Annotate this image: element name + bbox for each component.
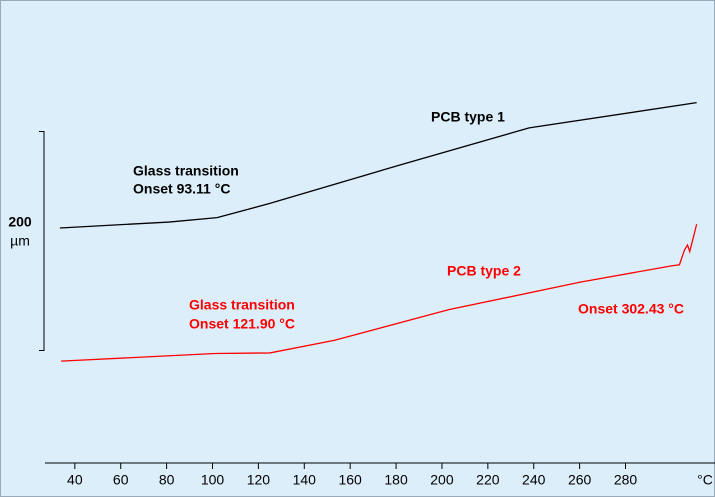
x-tick-label: 40 bbox=[67, 472, 83, 488]
series-label: PCB type 1 bbox=[431, 109, 505, 125]
annotation: Glass transition bbox=[189, 297, 295, 313]
scale-bar-unit: µm bbox=[10, 233, 30, 249]
x-tick-label: 140 bbox=[293, 472, 317, 488]
x-axis-label: °C bbox=[697, 472, 713, 488]
x-tick-label: 260 bbox=[568, 472, 592, 488]
x-tick-label: 100 bbox=[201, 472, 225, 488]
annotation: Onset 302.43 °C bbox=[578, 301, 684, 317]
x-tick-label: 180 bbox=[384, 472, 408, 488]
x-tick-label: 220 bbox=[476, 472, 500, 488]
annotation: Glass transition bbox=[133, 163, 239, 179]
x-tick-label: 280 bbox=[614, 472, 638, 488]
x-tick-label: 200 bbox=[430, 472, 454, 488]
annotation: Onset 93.11 °C bbox=[133, 181, 230, 197]
x-tick-label: 240 bbox=[522, 472, 546, 488]
x-tick-label: 160 bbox=[338, 472, 362, 488]
x-tick-label: 120 bbox=[247, 472, 271, 488]
x-tick-label: 60 bbox=[113, 472, 129, 488]
scale-bar bbox=[39, 130, 45, 352]
series-line bbox=[61, 224, 698, 362]
annotation: Onset 121.90 °C bbox=[189, 316, 295, 332]
x-tick-label: 80 bbox=[159, 472, 175, 488]
series-label: PCB type 2 bbox=[447, 263, 521, 279]
scale-bar-value: 200 bbox=[8, 214, 32, 230]
series-line bbox=[59, 102, 697, 229]
